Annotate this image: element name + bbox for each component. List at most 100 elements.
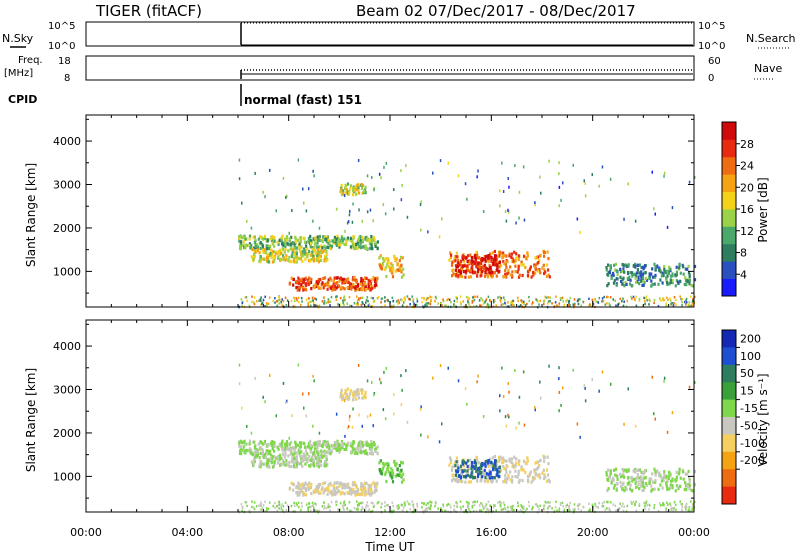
- echo-cell-band-a: [319, 239, 321, 242]
- speckle-cell: [302, 393, 304, 396]
- ground-scatter-cell: [608, 507, 610, 509]
- speckle-cell: [264, 195, 266, 198]
- speckle-cell: [358, 364, 360, 367]
- echo-cell-band-c: [338, 280, 340, 283]
- echo-cell-band-b: [288, 461, 290, 464]
- echo-cell-band-a: [365, 449, 367, 452]
- echo-cell-band-d: [519, 274, 521, 277]
- echo-cell-patch-12h: [399, 464, 401, 467]
- speckle-cell: [373, 188, 375, 191]
- power-cbar-tick-label: 12: [740, 225, 754, 238]
- echo-cell-band-a: [371, 244, 373, 247]
- ground-scatter-cell: [274, 297, 276, 299]
- ground-scatter-cell: [507, 301, 509, 303]
- speckle-cell: [269, 374, 271, 377]
- echo-cell-band-d: [531, 276, 533, 279]
- speckle-cell: [652, 376, 654, 379]
- ground-scatter-cell: [417, 505, 419, 507]
- echo-cell-band-d: [450, 254, 452, 257]
- echo-cell-core-d: [463, 256, 465, 259]
- echo-cell-band-d: [507, 474, 509, 477]
- echo-cell-band-d: [543, 456, 545, 459]
- echo-cell-band-c: [319, 278, 321, 281]
- velocity-cbar-swatch: [722, 487, 736, 505]
- echo-cell-patch-12h: [402, 256, 404, 259]
- speckle-cell: [577, 218, 579, 221]
- ground-scatter-cell: [310, 301, 312, 303]
- echo-cell-band-d: [451, 474, 453, 477]
- ground-scatter-cell: [484, 506, 486, 508]
- echo-cell-band-e: [626, 488, 628, 491]
- echo-cell-band-a: [253, 236, 255, 239]
- speckle-cell: [405, 164, 407, 167]
- ground-scatter-cell: [559, 507, 561, 509]
- echo-cell-blob-3000: [365, 186, 367, 189]
- echo-cell-band-d: [476, 456, 478, 459]
- echo-cell-band-d: [531, 481, 533, 484]
- power-cbar-tick-label: 24: [740, 160, 754, 173]
- echo-cell-core-d: [474, 476, 476, 479]
- ground-scatter-cell: [314, 297, 316, 299]
- ground-scatter-cell: [568, 304, 570, 306]
- ground-scatter-cell: [437, 507, 439, 509]
- echo-cell-band-d: [517, 475, 519, 478]
- echo-cell-band-b: [308, 455, 310, 458]
- echo-cell-band-d: [488, 260, 490, 263]
- echo-cell-core-d: [489, 267, 491, 270]
- ground-scatter-cell: [306, 298, 308, 300]
- echo-cell-band-a: [271, 440, 273, 443]
- ground-scatter-cell: [365, 506, 367, 508]
- ground-scatter-cell: [323, 501, 325, 503]
- echo-cell-core-d: [462, 265, 464, 268]
- ground-scatter-cell: [540, 300, 542, 302]
- echo-cell-band-b: [309, 465, 311, 468]
- ground-scatter-cell: [245, 296, 247, 298]
- echo-cell-band-e: [682, 470, 684, 473]
- velocity-cbar-tick-label: 50: [740, 367, 754, 380]
- ground-scatter-cell: [362, 297, 364, 299]
- speckle-cell: [420, 203, 422, 206]
- ground-scatter-cell: [653, 507, 655, 509]
- echo-cell-band-a: [305, 245, 307, 248]
- echo-cell-patch-12h: [402, 473, 404, 476]
- echo-cell-band-b: [296, 463, 298, 466]
- x-tick-label: 00:00: [70, 526, 102, 539]
- ground-scatter-cell: [493, 301, 495, 303]
- echo-cell-band-b: [284, 456, 286, 459]
- echo-cell-band-d: [518, 473, 520, 476]
- ground-scatter-cell: [665, 508, 667, 510]
- ground-scatter-cell: [279, 299, 281, 301]
- echo-cell-band-e: [619, 481, 621, 484]
- speckle-cell: [653, 207, 655, 210]
- ground-scatter-cell: [251, 501, 253, 503]
- echo-cell-band-c: [319, 492, 321, 495]
- echo-cell-band-e: [683, 478, 685, 481]
- echo-cell-band-d: [543, 477, 545, 480]
- echo-cell-band-c: [303, 281, 305, 284]
- ground-scatter-cell: [499, 296, 501, 298]
- echo-cell-band-e: [633, 265, 635, 268]
- echo-cell-band-e: [605, 266, 607, 269]
- ground-scatter-cell: [620, 503, 622, 505]
- echo-cell-band-c: [291, 482, 293, 485]
- power-cbar-tick-label: 28: [740, 138, 754, 151]
- ground-scatter-cell: [613, 298, 615, 300]
- echo-cell-core-d: [475, 260, 477, 263]
- ground-scatter-cell: [384, 505, 386, 507]
- echo-cell-band-d: [506, 465, 508, 468]
- ground-scatter-cell: [307, 303, 309, 305]
- speckle-cell: [367, 174, 369, 177]
- echo-cell-core-d: [496, 269, 498, 272]
- echo-cell-band-b: [306, 255, 308, 258]
- echo-cell-band-d: [515, 461, 517, 464]
- power-cbar-swatch: [722, 139, 736, 157]
- echo-cell-core-d: [467, 254, 469, 257]
- ground-scatter-cell: [431, 296, 433, 298]
- echo-cell-core-d: [470, 269, 472, 272]
- ground-scatter-cell: [504, 504, 506, 506]
- echo-cell-band-d: [510, 256, 512, 259]
- echo-cell-blob-3000: [361, 183, 363, 186]
- echo-cell-band-e: [628, 481, 630, 484]
- echo-cell-band-d: [517, 270, 519, 273]
- echo-cell-band-d: [525, 256, 527, 259]
